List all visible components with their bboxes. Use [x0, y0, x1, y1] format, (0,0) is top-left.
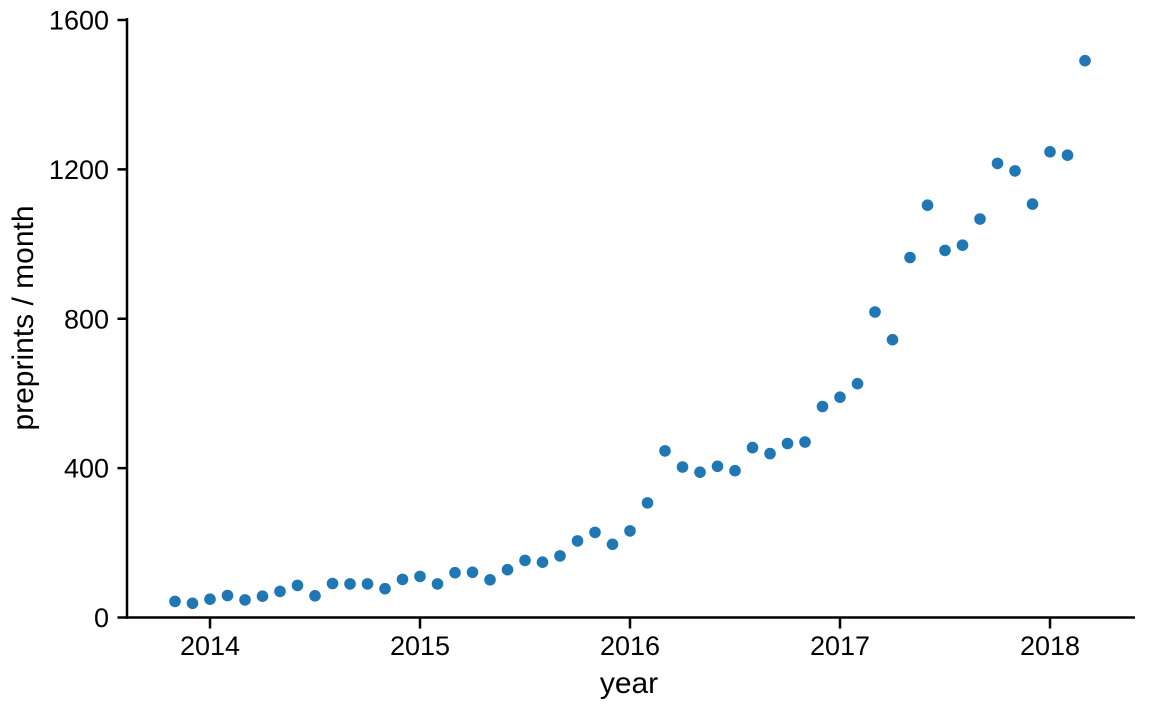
x-tick-label: 2016 — [600, 631, 660, 661]
data-point — [414, 570, 426, 583]
data-point — [256, 590, 269, 602]
data-point — [169, 595, 181, 608]
y-tick-label: 0 — [94, 603, 109, 633]
data-point — [431, 578, 444, 590]
data-point — [536, 556, 549, 568]
data-point — [939, 244, 951, 257]
y-tick-label: 1200 — [49, 155, 109, 185]
y-tick-label: 400 — [64, 454, 109, 484]
data-point — [361, 578, 374, 590]
data-point — [204, 593, 216, 605]
data-point — [309, 590, 321, 602]
data-point — [484, 574, 496, 586]
x-axis-ticks: 2014 2015 2016 2017 2018 — [180, 617, 1080, 661]
data-point — [764, 447, 776, 460]
x-tick-label: 2014 — [180, 631, 240, 661]
data-point — [501, 563, 514, 576]
data-point — [554, 550, 566, 562]
data-point — [1009, 165, 1021, 177]
data-point — [1079, 54, 1091, 67]
data-point — [711, 460, 724, 473]
data-point — [799, 436, 811, 448]
data-point — [466, 566, 479, 579]
data-point — [344, 578, 356, 590]
x-tick-label: 2018 — [1020, 631, 1080, 661]
data-point — [379, 582, 391, 595]
x-axis-label: year — [600, 667, 658, 700]
data-point — [1061, 149, 1074, 161]
data-point — [886, 333, 899, 346]
data-point — [641, 497, 654, 509]
y-axis-label: preprints / month — [7, 205, 40, 430]
data-point — [729, 464, 741, 477]
data-point — [449, 566, 461, 579]
data-point — [291, 579, 304, 592]
data-point — [851, 377, 864, 390]
data-point — [659, 445, 671, 457]
data-point — [1044, 146, 1056, 158]
data-point — [746, 441, 759, 454]
data-point — [396, 573, 409, 586]
data-point — [186, 597, 199, 610]
data-point — [274, 585, 286, 598]
data-point — [921, 199, 934, 211]
data-point — [816, 400, 829, 413]
data-points — [169, 54, 1091, 610]
data-point — [904, 251, 916, 264]
data-point — [1026, 198, 1039, 210]
y-tick-label: 800 — [64, 304, 109, 334]
data-point — [991, 157, 1004, 170]
data-point — [974, 213, 986, 225]
data-point — [519, 554, 531, 567]
data-point — [221, 589, 234, 602]
data-point — [239, 594, 251, 606]
data-point — [571, 535, 584, 547]
data-point — [676, 461, 689, 473]
x-tick-label: 2017 — [810, 631, 870, 661]
x-tick-label: 2015 — [390, 631, 450, 661]
data-point — [781, 437, 794, 450]
y-axis-ticks: 0 400 800 1200 1600 — [49, 6, 127, 633]
data-point — [606, 538, 619, 551]
data-point — [834, 391, 846, 404]
data-point — [956, 239, 969, 251]
data-point — [589, 526, 601, 539]
data-point — [869, 306, 881, 318]
data-point — [624, 525, 636, 537]
data-point — [326, 577, 339, 590]
y-tick-label: 1600 — [49, 6, 109, 36]
data-point — [694, 466, 706, 479]
